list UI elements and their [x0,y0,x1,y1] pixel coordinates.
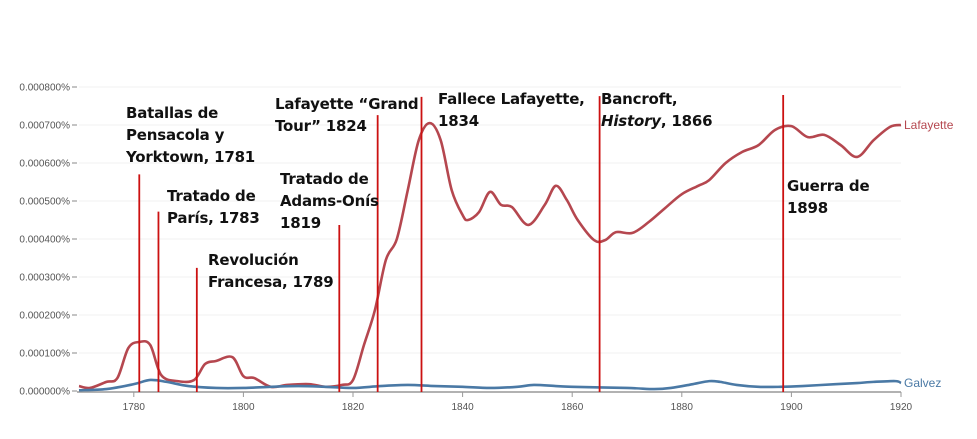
x-tick-label: 1800 [232,402,255,413]
legend-label-galvez: Galvez [904,376,941,390]
annotation-text: Lafayette “Grand [275,95,419,113]
annotation-text: Tratado de [280,170,369,188]
annotation-text: Fallece Lafayette, [438,90,585,108]
annotation-label-bancroft: Bancroft, History, 1866 [601,88,713,132]
annotation-label-pensacola-yorktown: Batallas de Pensacola y Yorktown, 1781 [126,102,255,168]
x-tick-label: 1920 [890,402,913,413]
annotation-text: 1819 [280,214,321,232]
annotation-text: History, 1866 [601,110,713,132]
annotation-text: , 1866 [660,112,713,130]
annotation-text: Revolución [208,251,299,269]
gridlines [79,86,901,354]
annotation-text: Batallas de [126,104,219,122]
annotation-label-guerra-1898: Guerra de 1898 [787,175,870,219]
annotation-text: Pensacola y [126,126,225,144]
x-tick-label: 1880 [671,402,694,413]
annotation-text: 1898 [787,199,828,217]
x-tick-label: 1820 [342,402,365,413]
annotation-label-fallece-lafayette: Fallece Lafayette, 1834 [438,88,585,132]
annotation-text: Adams-Onís [280,192,379,210]
y-tick-label: 0.000700% [19,121,70,132]
y-tick-label: 0.000400% [19,235,70,246]
annotation-text: Bancroft, [601,90,678,108]
x-tick-label: 1780 [123,402,146,413]
x-tick-label: 1860 [561,402,584,413]
y-tick-label: 0.000100% [19,349,70,360]
legend: Lafayette Galvez [904,118,954,390]
y-tick-label: 0.000200% [19,311,70,322]
x-tick-label: 1900 [780,402,803,413]
annotation-text: Tour” 1824 [275,117,367,135]
annotation-label-revolucion-francesa: Revolución Francesa, 1789 [208,249,334,293]
annotation-text: Tratado de [167,187,256,205]
y-tick-label: 0.000800% [19,83,70,94]
annotation-text: Francesa, 1789 [208,273,334,291]
x-tick-label: 1840 [451,402,474,413]
annotation-text: 1834 [438,112,479,130]
annotation-text: Yorktown, 1781 [126,148,256,166]
annotation-italic-text: History [601,112,661,130]
legend-label-lafayette: Lafayette [904,118,954,132]
y-tick-label: 0.000000% [19,387,70,398]
y-axis: 0.000000% 0.000100% 0.000200% 0.000300% 0.00… [19,83,77,398]
annotation-text: París, 1783 [167,209,260,227]
y-tick-label: 0.000500% [19,197,70,208]
annotation-label-adams-onis: Tratado de Adams-Onís 1819 [280,168,379,234]
series-line-galvez [78,378,902,392]
series-lines [78,121,902,392]
annotation-lines [138,94,785,392]
annotation-text: Guerra de [787,177,870,195]
x-axis: 1780 1800 1820 1840 1860 1880 1900 1920 [77,391,913,413]
annotation-label-grand-tour: Lafayette “Grand Tour” 1824 [275,93,419,137]
y-tick-label: 0.000300% [19,273,70,284]
y-tick-label: 0.000600% [19,159,70,170]
annotation-label-tratado-paris: Tratado de París, 1783 [167,185,260,229]
series-line-lafayette [78,121,902,390]
